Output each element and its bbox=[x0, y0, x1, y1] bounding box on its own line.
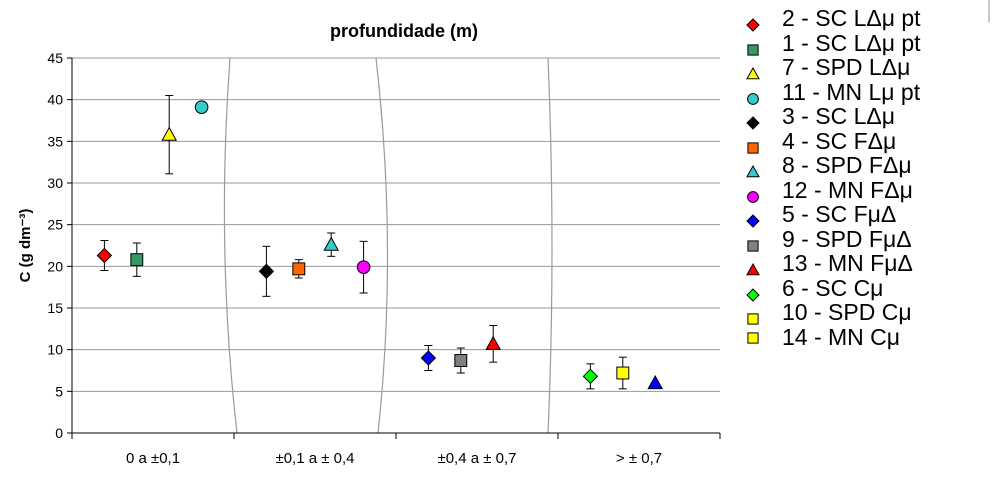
y-tick-label: 0 bbox=[55, 425, 63, 441]
legend-marker-shape bbox=[747, 332, 759, 344]
data-point bbox=[194, 100, 209, 114]
legend-marker-shape bbox=[747, 239, 759, 252]
chart-title: profundidade (m) bbox=[330, 21, 478, 41]
data-point bbox=[130, 253, 144, 267]
category-separator bbox=[375, 57, 389, 434]
legend-item: 3 - SC LΔμ bbox=[738, 102, 994, 130]
legend-item: 10 - SPD Cμ bbox=[738, 298, 994, 325]
legend-marker-shape bbox=[746, 287, 760, 302]
data-point bbox=[96, 247, 113, 264]
y-tick-label: 10 bbox=[47, 342, 63, 358]
legend-item: 7 - SPD LΔμ bbox=[738, 53, 994, 80]
y-axis-label: C (g dm⁻³) bbox=[17, 209, 34, 283]
legend-marker-shape bbox=[746, 164, 760, 178]
y-tick-label: 20 bbox=[47, 258, 63, 274]
legend-marker bbox=[746, 164, 760, 178]
legend-marker bbox=[747, 141, 759, 154]
y-tick-label: 15 bbox=[47, 300, 63, 316]
legend-marker bbox=[746, 287, 760, 302]
legend-marker bbox=[747, 190, 759, 203]
legend-item: 11 - MN Lμ pt bbox=[738, 78, 994, 105]
category-separator bbox=[547, 57, 553, 434]
legend-label: 5 - SC FμΔ bbox=[782, 201, 897, 227]
legend-marker bbox=[747, 92, 759, 105]
y-tick-label: 45 bbox=[47, 50, 63, 66]
window-edge bbox=[988, 0, 990, 22]
category-separator bbox=[223, 57, 238, 434]
y-tick-label: 5 bbox=[55, 383, 63, 399]
legend-label: 7 - SPD LΔμ bbox=[782, 54, 911, 80]
y-tick-label: 30 bbox=[47, 175, 63, 191]
legend-item: 5 - SC FμΔ bbox=[738, 200, 994, 228]
data-point bbox=[356, 260, 371, 274]
legend-label: 14 - MN Cμ bbox=[782, 323, 901, 350]
x-tick-label: ±0,1 a ± 0,4 bbox=[275, 450, 354, 467]
legend-label: 2 - SC LΔμ pt bbox=[782, 5, 921, 31]
legend-marker bbox=[746, 214, 760, 228]
data-point bbox=[323, 236, 340, 251]
data-point bbox=[454, 354, 468, 367]
data-point bbox=[616, 366, 630, 380]
data-point bbox=[161, 126, 178, 141]
legend-item: 13 - MN FμΔ bbox=[738, 249, 994, 276]
legend-marker bbox=[747, 43, 759, 56]
data-point bbox=[420, 350, 437, 366]
legend-label: 11 - MN Lμ pt bbox=[782, 78, 921, 105]
y-tick-label: 25 bbox=[47, 217, 63, 233]
legend-marker bbox=[746, 66, 760, 80]
legend-marker-shape bbox=[746, 116, 760, 130]
legend-item: 4 - SC FΔμ bbox=[738, 127, 994, 154]
legend-marker-shape bbox=[746, 18, 760, 32]
legend-marker-shape bbox=[746, 262, 760, 276]
legend-item: 8 - SPD FΔμ bbox=[738, 151, 994, 178]
legend-marker bbox=[747, 313, 759, 325]
legend-label: 1 - SC LΔμ pt bbox=[782, 29, 921, 56]
data-point bbox=[647, 374, 664, 390]
legend-label: 3 - SC LΔμ bbox=[782, 103, 895, 129]
legend: 2 - SC LΔμ pt 1 - SC LΔμ pt 7 - SPD LΔμ 11 … bbox=[738, 4, 994, 484]
legend-label: 4 - SC FΔμ bbox=[782, 127, 897, 154]
legend-item: 6 - SC Cμ bbox=[738, 274, 994, 302]
legend-item: 9 - SPD FμΔ bbox=[738, 225, 994, 252]
data-point bbox=[258, 263, 275, 280]
x-tick-label: 0 a ±0,1 bbox=[126, 450, 180, 467]
legend-item: 1 - SC LΔμ pt bbox=[738, 29, 994, 56]
chart: 0 5 10 15 20 25 30 35 40 45 0 a ±0,1 ±0,1 a ± 0,4 ±0… bbox=[17, 21, 721, 467]
legend-label: 10 - SPD Cμ bbox=[782, 299, 912, 325]
legend-item-partial bbox=[738, 332, 994, 372]
legend-item: 2 - SC LΔμ pt bbox=[738, 4, 994, 32]
legend-marker bbox=[746, 18, 760, 32]
x-tick-label: > ± 0,7 bbox=[616, 450, 662, 467]
legend-marker-shape bbox=[747, 313, 759, 325]
legend-label: 6 - SC Cμ bbox=[782, 274, 884, 301]
legend-item: 14 - MN Cμ bbox=[738, 323, 994, 350]
data-point bbox=[292, 262, 306, 276]
legend-marker-shape bbox=[747, 141, 759, 154]
legend-item: 12 - MN FΔμ bbox=[738, 176, 994, 203]
legend-label: 12 - MN FΔμ bbox=[782, 176, 913, 203]
legend-marker bbox=[747, 239, 759, 252]
legend-marker bbox=[746, 116, 760, 130]
legend-marker-shape bbox=[746, 214, 760, 228]
legend-marker bbox=[747, 332, 759, 344]
legend-marker-shape bbox=[747, 43, 759, 56]
y-tick-label: 40 bbox=[47, 92, 63, 108]
legend-label: 8 - SPD FΔμ bbox=[782, 152, 912, 178]
legend-marker-shape bbox=[747, 190, 759, 203]
x-tick-label: ±0,4 a ± 0,7 bbox=[437, 450, 516, 467]
legend-marker-shape bbox=[747, 92, 759, 105]
legend-marker-shape bbox=[746, 66, 760, 80]
data-point bbox=[582, 368, 599, 385]
data-point bbox=[485, 335, 502, 350]
legend-label: 9 - SPD FμΔ bbox=[782, 225, 912, 252]
legend-label: 13 - MN FμΔ bbox=[782, 250, 913, 276]
legend-marker bbox=[746, 262, 760, 276]
y-tick-label: 35 bbox=[47, 133, 63, 149]
